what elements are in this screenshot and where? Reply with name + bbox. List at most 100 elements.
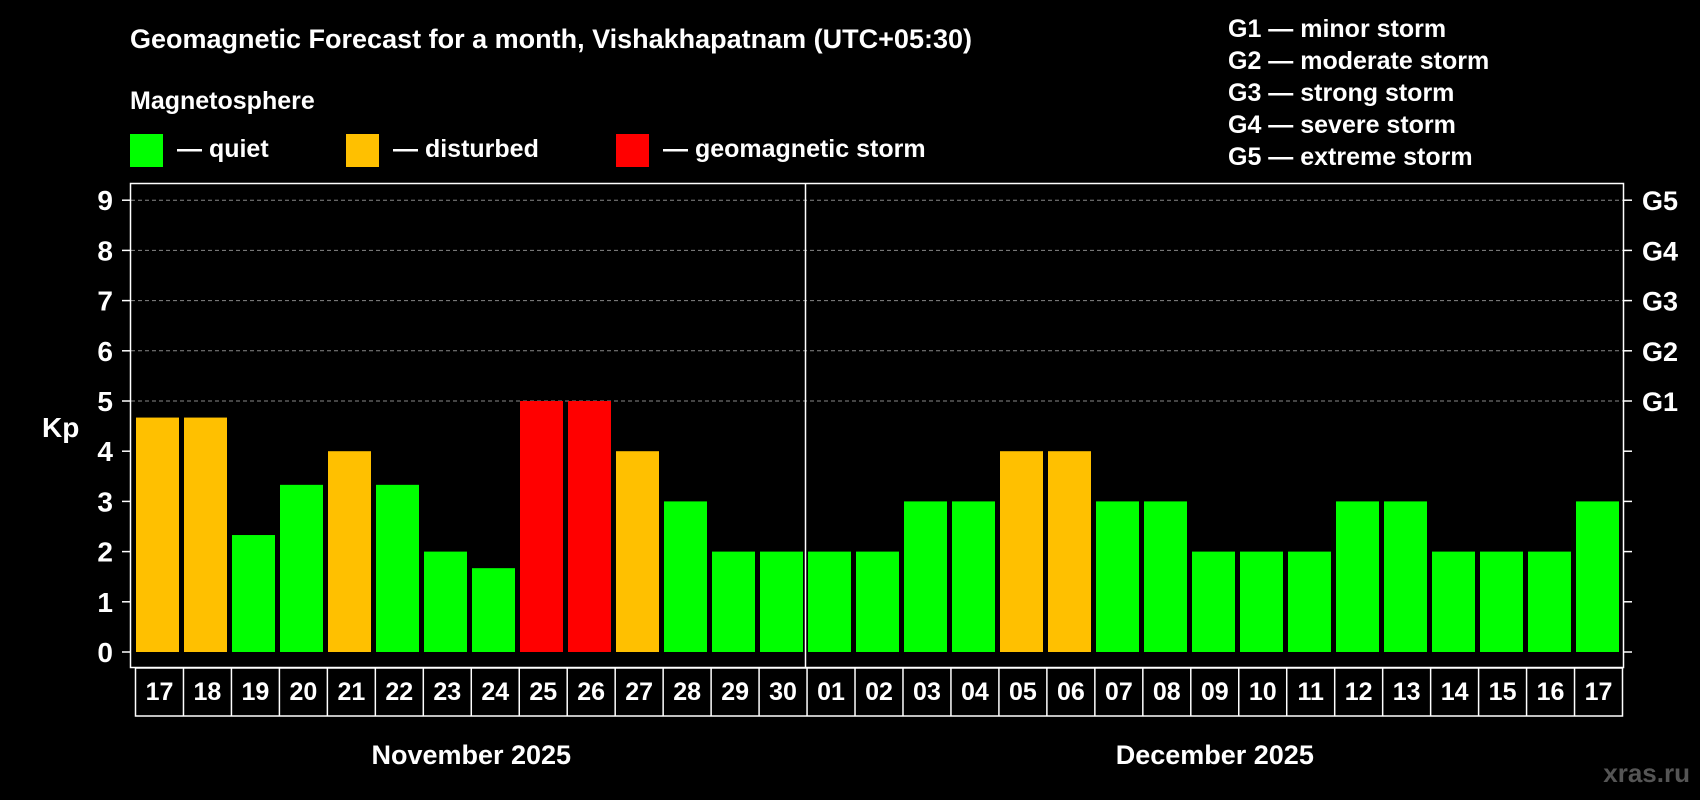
bar	[1144, 501, 1187, 652]
bar	[1048, 451, 1091, 652]
y-tick-label: 0	[97, 637, 113, 668]
storm-legend-item: G1 — minor storm	[1228, 15, 1446, 43]
y-tick-label: 3	[97, 486, 113, 517]
legend-label: — disturbed	[393, 135, 539, 163]
y-tick-label: 5	[97, 386, 113, 417]
x-tick-label: 04	[961, 678, 989, 706]
x-tick-label: 28	[673, 678, 701, 706]
x-tick-label: 23	[433, 678, 461, 706]
x-tick-label: 19	[242, 678, 270, 706]
x-tick-label: 22	[385, 678, 413, 706]
x-tick-label: 26	[577, 678, 605, 706]
bars	[136, 184, 1619, 667]
x-tick-label: 14	[1441, 678, 1469, 706]
bar	[904, 501, 947, 652]
y-axis-label: Kp	[42, 412, 79, 443]
x-tick-label: 27	[625, 678, 653, 706]
x-tick-label: 21	[337, 678, 365, 706]
y-tick-label: 9	[97, 185, 113, 216]
legend-title: Magnetosphere	[130, 87, 315, 115]
bar	[952, 501, 995, 652]
legend: — quiet — disturbed — geomagnetic storm	[130, 134, 926, 167]
x-axis-days: 17 18 19 20 21 22 23 24 25 26 27 28 29 30 01 02 03 04 05 06…	[134, 667, 1624, 717]
storm-tick-label: G1	[1642, 387, 1678, 417]
bar	[1000, 451, 1043, 652]
bar	[1336, 501, 1379, 652]
month-label: November 2025	[371, 740, 571, 770]
bar	[760, 551, 803, 652]
y-tick-label: 6	[97, 336, 113, 367]
bar	[184, 417, 227, 652]
x-tick-label: 17	[146, 678, 174, 706]
bar	[1288, 551, 1331, 652]
x-tick-label: 12	[1345, 678, 1373, 706]
x-tick-label: 17	[1585, 678, 1613, 706]
bar	[1528, 551, 1571, 652]
storm-legend-item: G2 — moderate storm	[1228, 47, 1489, 75]
x-tick-label: 09	[1201, 678, 1229, 706]
storm-legend-item: G3 — strong storm	[1228, 79, 1454, 107]
storm-tick-label: G2	[1642, 337, 1678, 367]
storm-tick-label: G5	[1642, 186, 1678, 216]
bar	[1240, 551, 1283, 652]
legend-label: — quiet	[177, 135, 269, 163]
y-tick-label: 2	[97, 537, 113, 568]
bar	[472, 568, 515, 652]
bar	[376, 484, 419, 652]
storm-legend-item: G5 — extreme storm	[1228, 143, 1473, 171]
bar	[616, 451, 659, 652]
x-tick-label: 03	[913, 678, 941, 706]
month-labels: November 2025 December 2025	[371, 740, 1313, 770]
bar	[232, 535, 275, 652]
bar	[664, 501, 707, 652]
x-tick-label: 13	[1393, 678, 1421, 706]
chart-title: Geomagnetic Forecast for a month, Vishak…	[130, 24, 972, 54]
watermark: xras.ru	[1603, 758, 1690, 788]
x-tick-label: 16	[1537, 678, 1565, 706]
storm-tick-label: G4	[1642, 236, 1678, 266]
bar	[280, 484, 323, 652]
y-tick-label: 8	[97, 235, 113, 266]
bar	[520, 401, 563, 652]
bar	[1480, 551, 1523, 652]
bar	[1192, 551, 1235, 652]
storm-legend-item: G4 — severe storm	[1228, 111, 1456, 139]
bar	[1432, 551, 1475, 652]
bar	[808, 551, 851, 652]
grid-lines	[131, 199, 1623, 402]
bar	[1384, 501, 1427, 652]
y-tick-label: 4	[97, 436, 113, 467]
x-tick-label: 10	[1249, 678, 1277, 706]
bar	[328, 451, 371, 652]
x-tick-label: 18	[194, 678, 222, 706]
bar	[424, 551, 467, 652]
y-axis: 0 1 2 3 4 5 6 7 8 9	[97, 185, 131, 668]
y-tick-label: 1	[97, 587, 113, 618]
bar	[1096, 501, 1139, 652]
bar	[1576, 501, 1619, 652]
x-tick-label: 01	[817, 678, 845, 706]
x-tick-label: 20	[289, 678, 317, 706]
y-tick-label: 7	[97, 286, 113, 317]
legend-label: — geomagnetic storm	[663, 135, 926, 163]
x-tick-label: 06	[1057, 678, 1085, 706]
legend-swatch	[130, 134, 163, 167]
x-tick-label: 24	[481, 678, 509, 706]
x-tick-label: 15	[1489, 678, 1517, 706]
legend-swatch	[616, 134, 649, 167]
storm-axis: G1 G2 G3 G4 G5	[1623, 186, 1678, 653]
x-tick-label: 29	[721, 678, 749, 706]
x-tick-label: 05	[1009, 678, 1037, 706]
x-tick-label: 02	[865, 678, 893, 706]
bar	[568, 401, 611, 652]
storm-scale-legend: G1 — minor storm G2 — moderate storm G3 — …	[1228, 15, 1489, 171]
x-tick-label: 25	[529, 678, 557, 706]
month-label: December 2025	[1116, 740, 1314, 770]
x-tick-label: 30	[769, 678, 797, 706]
x-tick-label: 11	[1297, 678, 1324, 706]
x-tick-label: 08	[1153, 678, 1181, 706]
x-tick-label: 07	[1105, 678, 1133, 706]
bar	[712, 551, 755, 652]
bar	[856, 551, 899, 652]
